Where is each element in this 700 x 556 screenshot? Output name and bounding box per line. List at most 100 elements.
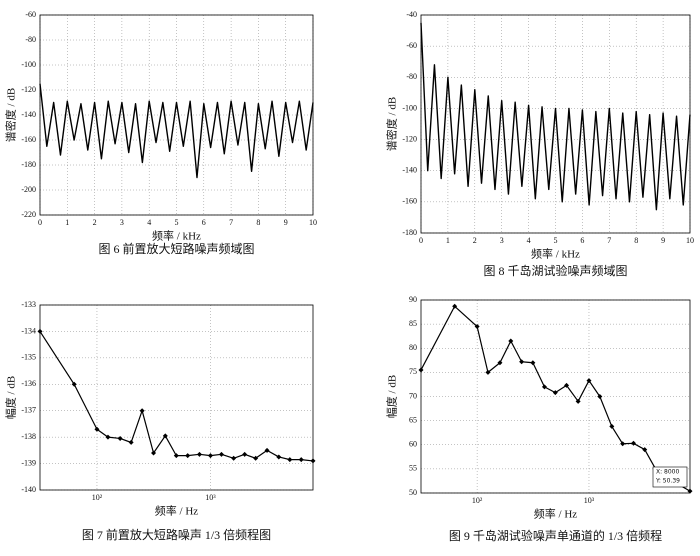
y-tick-label: 85 <box>409 319 417 328</box>
data-marker <box>452 303 458 309</box>
x-tick-label: 7 <box>229 218 233 227</box>
x-tick-label: 8 <box>634 236 638 245</box>
data-marker <box>609 423 615 429</box>
x-tick-label: 10² <box>472 496 483 505</box>
figure-caption: 图 8 千岛湖试验噪声频域图 <box>483 263 627 278</box>
data-marker <box>642 447 648 453</box>
x-tick-label: 0 <box>38 218 42 227</box>
x-axis-label: 频率 / Hz <box>155 504 198 518</box>
figure-caption: 图 6 前置放大短路噪声频域图 <box>98 241 254 256</box>
y-tick-label: -135 <box>21 353 36 362</box>
data-tip <box>652 466 688 488</box>
data-marker <box>298 457 304 463</box>
y-tick-label: 90 <box>409 295 417 304</box>
x-tick-label: 1 <box>446 236 450 245</box>
y-axis-label: 谱密度 / dB <box>4 88 18 142</box>
plot-frame <box>39 14 314 216</box>
y-tick-label: -160 <box>21 135 36 144</box>
data-marker <box>37 328 43 334</box>
data-marker <box>231 455 237 461</box>
y-tick-label: -60 <box>406 41 417 50</box>
data-line <box>420 22 691 211</box>
data-marker <box>287 457 293 463</box>
x-tick-label: 2 <box>93 218 97 227</box>
data-line <box>420 305 691 492</box>
y-tick-label: -140 <box>21 110 36 119</box>
x-tick-label: 10 <box>686 236 694 245</box>
data-line <box>39 83 314 179</box>
x-tick-label: 10³ <box>205 493 216 502</box>
y-axis-label: 谱密度 / dB <box>385 97 399 151</box>
data-marker <box>485 369 491 375</box>
x-axis-label: 频率 / kHz <box>531 247 580 261</box>
y-tick-label: -60 <box>25 10 36 19</box>
data-marker <box>173 453 179 459</box>
y-tick-label: 55 <box>409 464 417 473</box>
y-tick-label: -134 <box>21 326 36 335</box>
data-line <box>39 331 314 462</box>
y-axis-label: 幅度 / dB <box>4 376 18 419</box>
y-tick-label: 60 <box>409 440 417 449</box>
y-tick-label: -136 <box>21 379 36 388</box>
y-tick-label: 65 <box>409 415 417 424</box>
data-marker <box>541 384 547 390</box>
y-tick-label: 50 <box>409 488 417 497</box>
data-marker <box>185 453 191 459</box>
figure-caption: 图 9 千岛湖试验噪声单通道的 1/3 倍频程 <box>449 528 662 543</box>
y-tick-label: -180 <box>21 160 36 169</box>
x-axis-label: 频率 / Hz <box>534 507 577 521</box>
y-tick-label: -180 <box>402 228 417 237</box>
data-tip-text: Y: 50.39 <box>655 478 680 485</box>
x-tick-label: 4 <box>527 236 531 245</box>
data-marker <box>418 367 424 373</box>
data-marker <box>162 433 168 439</box>
y-tick-label: -138 <box>21 432 36 441</box>
data-marker <box>253 455 259 461</box>
data-marker <box>264 447 270 453</box>
data-marker <box>620 441 626 447</box>
x-tick-label: 3 <box>120 218 124 227</box>
x-tick-label: 10³ <box>584 496 595 505</box>
x-tick-label: 9 <box>284 218 288 227</box>
x-tick-label: 10 <box>309 218 317 227</box>
x-tick-label: 5 <box>175 218 179 227</box>
y-tick-label: -40 <box>406 10 417 19</box>
y-tick-label: -220 <box>21 210 36 219</box>
y-tick-label: -200 <box>21 185 36 194</box>
x-tick-label: 1 <box>65 218 69 227</box>
data-marker <box>630 440 636 446</box>
data-marker <box>508 338 514 344</box>
y-tick-label: -80 <box>406 72 417 81</box>
data-marker <box>564 382 570 388</box>
x-tick-label: 6 <box>580 236 584 245</box>
data-marker <box>218 451 224 457</box>
data-marker <box>474 324 480 330</box>
plot-area <box>421 300 690 493</box>
y-tick-label: -140 <box>402 166 417 175</box>
data-marker <box>552 390 558 396</box>
y-tick-label: -139 <box>21 458 36 467</box>
x-tick-label: 0 <box>419 236 423 245</box>
x-tick-label: 6 <box>202 218 206 227</box>
data-marker <box>575 398 581 404</box>
y-tick-label: 75 <box>409 367 417 376</box>
data-marker <box>128 439 134 445</box>
y-tick-label: -120 <box>21 85 36 94</box>
data-marker <box>151 450 157 456</box>
y-tick-label: -100 <box>402 103 417 112</box>
data-marker <box>597 394 603 399</box>
y-tick-label: -133 <box>21 300 36 309</box>
x-tick-label: 3 <box>500 236 504 245</box>
x-tick-label: 9 <box>661 236 665 245</box>
data-marker <box>71 381 77 387</box>
data-marker <box>94 426 100 432</box>
data-marker <box>586 378 592 384</box>
data-tip-text: X: 8000 <box>656 469 679 476</box>
y-tick-label: -120 <box>402 134 417 143</box>
x-tick-label: 5 <box>554 236 558 245</box>
data-marker <box>196 451 202 457</box>
data-marker <box>530 360 536 366</box>
y-tick-label: -160 <box>402 197 417 206</box>
x-tick-label: 8 <box>256 218 260 227</box>
